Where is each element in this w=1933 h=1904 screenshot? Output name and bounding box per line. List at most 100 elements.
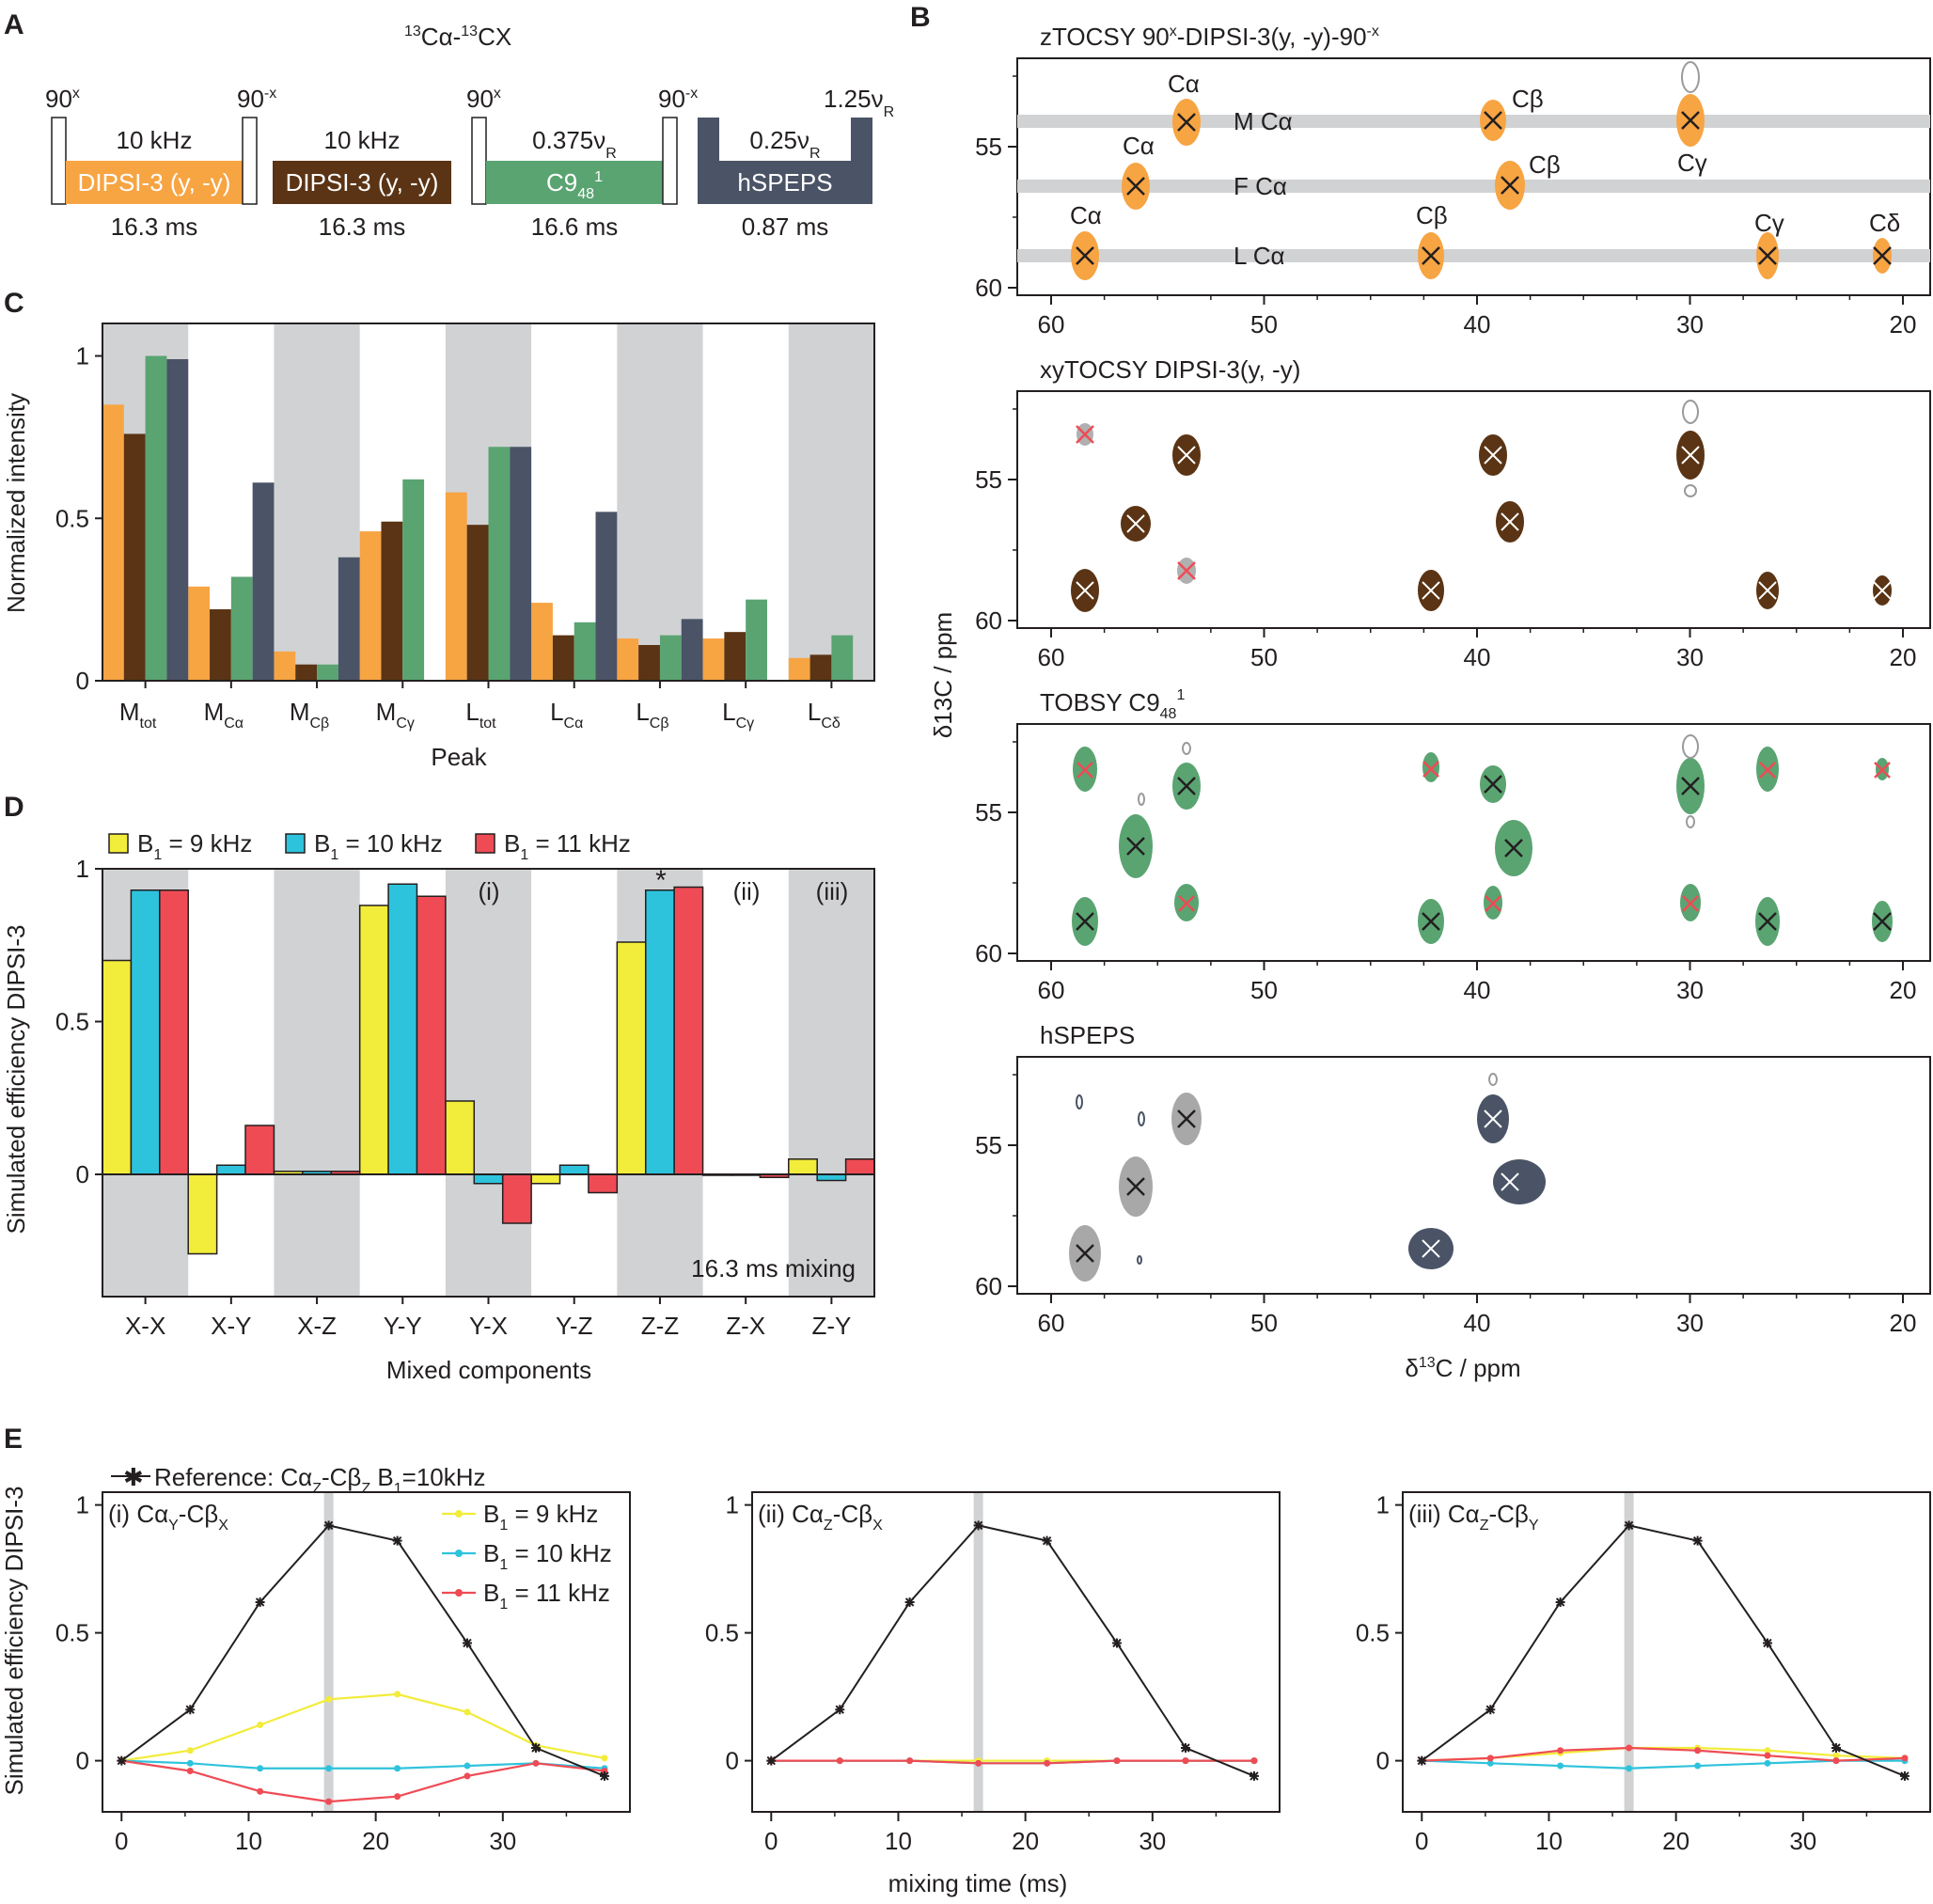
e-series-point [532, 1759, 540, 1767]
e-ytick-label: 0.5 [1356, 1619, 1390, 1647]
peak-label-f-cb: Cβ [1529, 150, 1561, 179]
b-xtick-label: 60 [1038, 976, 1065, 1004]
block1-field: 10 kHz [117, 126, 193, 154]
e-reference-point [1624, 1520, 1634, 1531]
panel-e-xlabel: mixing time (ms) [888, 1869, 1068, 1897]
spectrum3-peaks [1072, 747, 1893, 946]
c-bar [445, 492, 467, 681]
e-ytick-label: 1 [1376, 1491, 1390, 1519]
b-ytick-label: 60 [975, 939, 1002, 968]
panel-c-ylabel: Normalized intensity [2, 393, 30, 613]
b-xtick-label: 60 [1038, 1309, 1065, 1337]
c-xtick-label: MCγ [376, 698, 415, 732]
panel-d-xlabel: Mixed components [386, 1356, 591, 1384]
d-legend-swatch [108, 833, 129, 854]
c-bar [381, 521, 403, 681]
d-legend-label: B1 = 10 kHz [314, 829, 443, 863]
e-reference-point [1417, 1755, 1427, 1766]
pulse-label-90x-1: 90x [45, 85, 80, 113]
c-bar [746, 599, 767, 681]
pulse-90x-2 [471, 117, 487, 205]
panel-b-spectra: zTOCSY 90x-DIPSI-3(y, -y)-90-x xyTOCSY D… [929, 23, 1931, 1382]
e-legend-marker [455, 1510, 463, 1518]
e-reference-point [1899, 1770, 1909, 1781]
spectrum1-frame [1016, 57, 1931, 296]
b-xtick-label: 50 [1250, 976, 1278, 1004]
d-ytick-label: 0.5 [55, 1008, 89, 1036]
reference-legend: ✱ Reference: CαZ-CβZ B1=10kHz [111, 1463, 486, 1497]
e-series-point [394, 1765, 401, 1772]
c-bar [252, 482, 275, 681]
b-xtick-label: 20 [1890, 1309, 1917, 1337]
c-xtick-label: LCγ [722, 698, 754, 732]
b-ytick-label: 55 [975, 798, 1002, 826]
e-xtick-label: 10 [1535, 1827, 1563, 1855]
e-series-point [1250, 1757, 1258, 1765]
e-frame [751, 1491, 1281, 1813]
b-xtick-label: 40 [1464, 643, 1491, 671]
c-xtick-label: LCα [550, 698, 583, 732]
peak-label-m-ca: Cα [1168, 70, 1200, 98]
e-series-point [257, 1787, 264, 1795]
spectrum4-slate-peaks [1408, 1094, 1546, 1269]
e-reference-point [973, 1520, 983, 1531]
residue-label-m: M Cα [1234, 107, 1293, 135]
block2-duration: 16.3 ms [319, 212, 406, 241]
e-reference-point [1692, 1535, 1703, 1546]
e-reference-point [1555, 1597, 1565, 1607]
d-xtick-label: X-X [125, 1312, 165, 1340]
e-series-point [1486, 1759, 1494, 1767]
spectrum4-crosses [1076, 1109, 1196, 1263]
c-bar [788, 657, 810, 681]
e-series-point [1832, 1752, 1840, 1759]
e-highlight [973, 1492, 983, 1812]
e-series-point [1557, 1747, 1564, 1755]
e-ytick-label: 0.5 [55, 1619, 89, 1647]
d-bar [501, 1173, 532, 1224]
peak-label-l-cg: Cγ [1754, 209, 1784, 237]
d-band [788, 869, 874, 1297]
panel-d-ylabel: Simulated efficiency DIPSI-3 [2, 925, 30, 1235]
b-ytick-label: 60 [975, 274, 1002, 302]
e-series-point [186, 1747, 194, 1755]
e-reference-point [599, 1770, 609, 1781]
spectrum3-red-crosses [1077, 761, 1891, 912]
c-bar [188, 586, 211, 681]
e-series-point [464, 1772, 471, 1780]
d-bar [644, 889, 675, 1175]
e-reference-point [323, 1520, 334, 1531]
e-series-point [1764, 1759, 1771, 1767]
e-series-point [325, 1765, 333, 1772]
panel-e-ylabel: Simulated efficiency DIPSI-3 [0, 1487, 28, 1796]
e-reference-point [1042, 1535, 1052, 1546]
peak-label-m-cg: Cγ [1677, 149, 1707, 177]
d-legend-label: B1 = 9 kHz [137, 829, 252, 863]
e-series-group [766, 1520, 1259, 1781]
panel-d-axis: 0 0.5 1 X-X X-Y X-Z Y-Y Y-X Y-Z Z-Z Z-X Z-Y [55, 855, 874, 1340]
block1-label: DIPSI-3 (y, -y) [78, 168, 231, 197]
e-series-point [1764, 1747, 1771, 1755]
c-bar [466, 525, 489, 681]
b-ytick-label: 55 [975, 465, 1002, 494]
e-highlight [1624, 1492, 1634, 1812]
d-bar [244, 1125, 275, 1175]
b-xtick-label: 30 [1676, 976, 1704, 1004]
e-xtick-label: 30 [489, 1827, 516, 1855]
b-xtick-label: 60 [1038, 310, 1065, 338]
panel-b-axes: 60 50 40 30 20 55 60 60 50 40 30 20 55 60 60 50 40 30 20 55… [975, 75, 1917, 1337]
e-subplot: 0 10 20 30 0 0.5 1 (i) CαY-CβX [55, 1491, 631, 1855]
pulse-90x-1 [51, 117, 67, 205]
e-reference-point [1249, 1770, 1259, 1781]
c-bar [102, 404, 124, 681]
d-xtick-label: Y-X [469, 1312, 508, 1340]
e-ytick-label: 0 [1376, 1747, 1390, 1775]
e-xtick-label: 10 [885, 1827, 912, 1855]
panel-label-c: C [4, 288, 24, 319]
e-series-point [906, 1757, 914, 1765]
peak-label-f-ca: Cα [1123, 132, 1155, 160]
c9-block-green [486, 161, 663, 204]
e-series-point [1694, 1762, 1702, 1770]
spectrum2-red-crosses [1076, 425, 1196, 580]
